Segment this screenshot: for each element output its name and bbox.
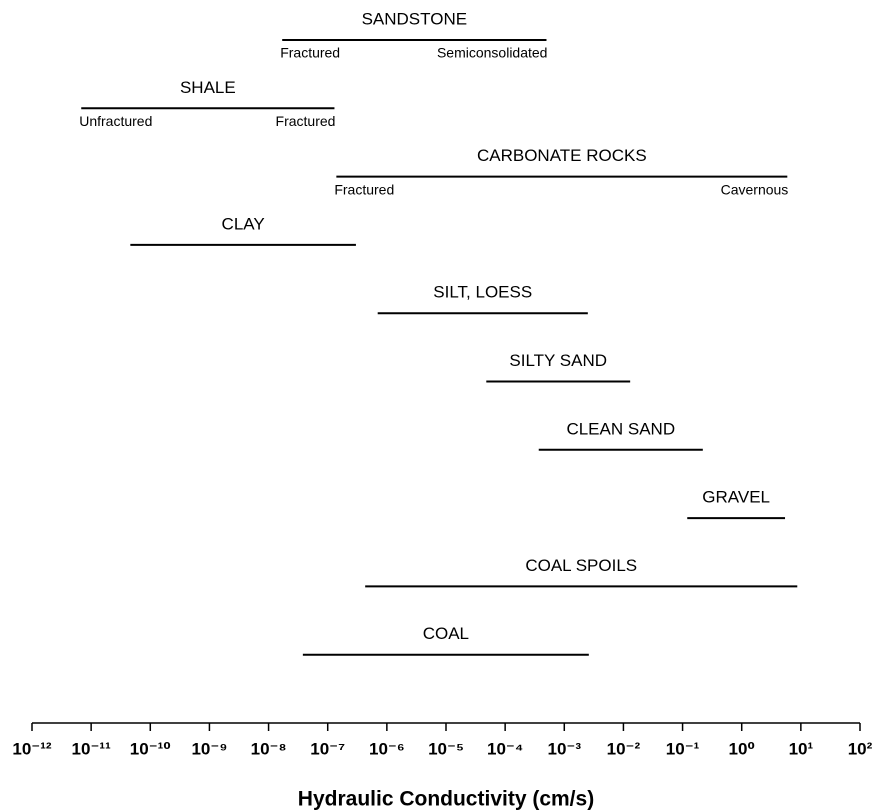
range-name: CLAY <box>222 214 265 233</box>
x-tick-label: 10⁰ <box>729 739 755 758</box>
range-name: SILT, LOESS <box>433 283 532 302</box>
x-tick-label: 10⁻⁶ <box>369 739 405 758</box>
x-tick-label: 10¹ <box>789 739 814 758</box>
range-high-label: Cavernous <box>721 181 789 197</box>
x-tick-label: 10⁻³ <box>548 739 582 758</box>
x-tick-label: 10⁻⁹ <box>191 739 227 758</box>
range-high-label: Semiconsolidated <box>437 45 548 61</box>
range-name: CARBONATE ROCKS <box>477 146 647 165</box>
x-tick-label: 10⁻¹¹ <box>72 739 112 758</box>
x-tick-label: 10⁻¹ <box>666 739 700 758</box>
range-name: SANDSTONE <box>362 9 468 28</box>
x-tick-label: 10⁻⁸ <box>251 739 287 758</box>
range-name: SHALE <box>180 78 236 97</box>
range-name: COAL SPOILS <box>525 556 637 575</box>
x-tick-label: 10⁻¹⁰ <box>130 739 171 758</box>
range-high-label: Fractured <box>276 113 336 129</box>
x-axis-title: Hydraulic Conductivity (cm/s) <box>298 788 594 811</box>
range-name: SILTY SAND <box>509 351 607 370</box>
x-tick-label: 10⁻¹² <box>12 739 52 758</box>
range-low-label: Unfractured <box>79 113 152 129</box>
range-low-label: Fractured <box>280 45 340 61</box>
x-tick-label: 10⁻⁴ <box>487 739 523 758</box>
range-low-label: Fractured <box>334 181 394 197</box>
range-name: GRAVEL <box>702 488 770 507</box>
x-tick-label: 10⁻⁷ <box>310 739 345 758</box>
range-name: COAL <box>423 624 469 643</box>
x-tick-label: 10⁻² <box>607 739 641 758</box>
range-name: CLEAN SAND <box>566 419 675 438</box>
x-tick-label: 10² <box>848 739 873 758</box>
x-tick-label: 10⁻⁵ <box>428 739 464 758</box>
